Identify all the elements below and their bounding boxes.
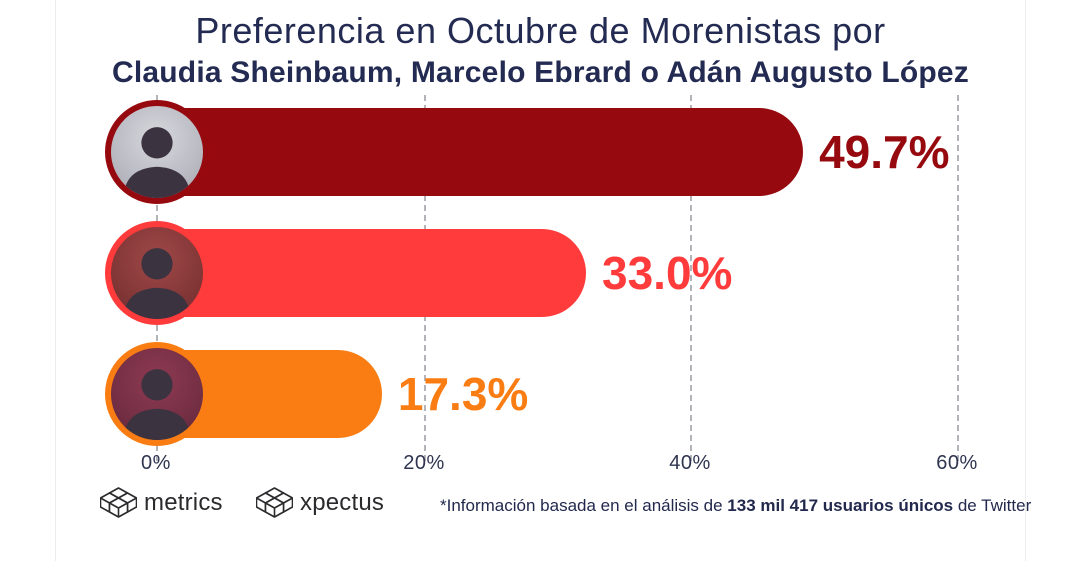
bar-claudia-sheinbaum — [112, 108, 804, 196]
bar-value-adan-augusto-lopez: 17.3% — [397, 368, 529, 420]
bar-value-claudia-sheinbaum: 49.7% — [819, 126, 950, 178]
person-silhouette-icon — [123, 127, 191, 198]
x-tick-0pct: 0% — [141, 452, 171, 474]
chart-title: Preferencia en Octubre de Morenistas por… — [56, 10, 1025, 92]
bar-value-marcelo-ebrard: 33.0% — [602, 247, 733, 299]
x-tick-40pct: 40% — [669, 452, 711, 474]
metrics-logo: metrics — [100, 484, 223, 521]
gridline-40pct — [690, 95, 692, 461]
person-silhouette-icon — [123, 369, 191, 440]
bar-row-adan-augusto-lopez: 17.3% — [0, 342, 1080, 446]
metrics-cubes-icon — [100, 487, 137, 518]
avatar-adan-augusto-lopez — [105, 342, 209, 446]
xpectus-logo: xpectus — [256, 484, 384, 521]
metrics-logo-text: metrics — [144, 488, 223, 516]
x-tick-20pct: 20% — [403, 452, 445, 474]
bar-row-marcelo-ebrard: 33.0% — [0, 221, 1080, 325]
footnote-prefix: *Información basada en el análisis de — [440, 496, 728, 515]
card-left-border — [55, 0, 56, 561]
chart-title-line2: Claudia Sheinbaum, Marcelo Ebrard o Adán… — [112, 56, 969, 89]
avatar-claudia-sheinbaum — [105, 100, 209, 204]
avatar-marcelo-ebrard — [105, 221, 209, 325]
footnote-bold: 133 mil 417 usuarios únicos — [727, 496, 954, 515]
xpectus-cubes-icon — [256, 487, 293, 518]
chart-title-line1: Preferencia en Octubre de Morenistas por — [195, 10, 886, 51]
card-right-border — [1025, 0, 1026, 561]
x-tick-60pct: 60% — [936, 452, 978, 474]
gridline-60pct — [957, 95, 959, 461]
person-silhouette-icon — [123, 248, 191, 319]
bar-row-claudia-sheinbaum: 49.7% — [0, 100, 1080, 204]
source-footnote: *Información basada en el análisis de 13… — [440, 496, 1031, 516]
xpectus-logo-text: xpectus — [300, 488, 385, 516]
footnote-suffix: de Twitter — [953, 496, 1032, 515]
